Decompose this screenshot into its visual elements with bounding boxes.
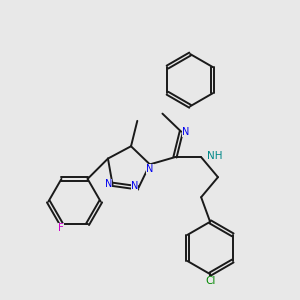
- Text: N: N: [146, 164, 154, 174]
- Text: N: N: [130, 181, 138, 190]
- Text: N: N: [105, 179, 112, 189]
- Text: NH: NH: [206, 151, 222, 161]
- Text: N: N: [182, 127, 189, 137]
- Text: F: F: [58, 223, 64, 233]
- Text: Cl: Cl: [205, 276, 215, 286]
